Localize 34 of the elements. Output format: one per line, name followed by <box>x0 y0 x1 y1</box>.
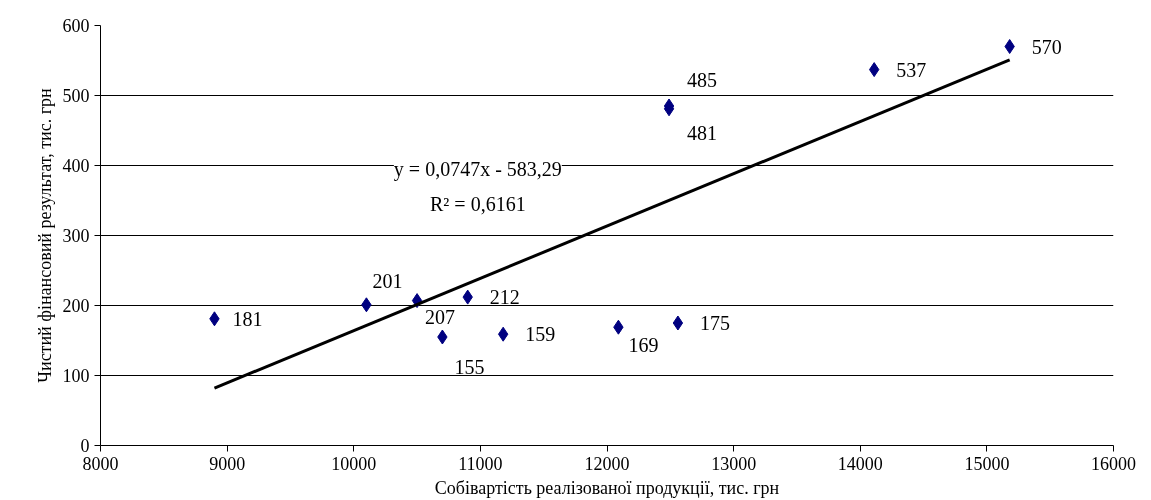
y-tick-label: 100 <box>62 366 90 386</box>
point <box>672 315 684 331</box>
data-label: 570 <box>1031 35 1062 58</box>
x-tick-label: 16000 <box>1091 453 1136 474</box>
data-label: 159 <box>525 323 556 346</box>
y-tick-label: 400 <box>62 156 90 176</box>
x-tick-label: 14000 <box>837 453 883 474</box>
x-tick-label: 12000 <box>584 453 630 474</box>
data-label: 155 <box>454 356 485 378</box>
data-label: 201 <box>372 269 403 292</box>
data-label: 207 <box>425 305 456 328</box>
annotation: R² = 0,6161 <box>430 193 526 215</box>
x-axis-title: Собівартість реалізованої продукції, тис. грн <box>434 477 780 498</box>
y-tick-label: 600 <box>62 16 90 36</box>
y-tick-label: 300 <box>62 226 90 246</box>
annotation: y = 0,0747x - 583,29 <box>393 158 562 181</box>
x-tick-label: 15000 <box>964 453 1010 474</box>
data-label: 485 <box>687 69 718 91</box>
x-tick-label: 11000 <box>458 453 503 474</box>
x-tick-label: 13000 <box>711 453 757 474</box>
y-tick-label: 200 <box>62 296 90 316</box>
data-label: 181 <box>232 307 263 330</box>
data-label: 175 <box>699 312 730 334</box>
data-label: 537 <box>896 58 927 81</box>
x-tick-label: 10000 <box>331 453 377 474</box>
x-tick-label: 8000 <box>82 453 119 474</box>
y-tick-label: 500 <box>62 86 90 106</box>
data-label: 169 <box>628 334 659 357</box>
x-tick-label: 9000 <box>209 453 246 474</box>
y-tick-label: 0 <box>80 436 90 456</box>
data-label: 212 <box>489 286 520 309</box>
data-label: 481 <box>687 121 718 144</box>
y-axis-title: Чистий фінансовий результат, тис. грн <box>34 87 55 383</box>
point <box>1004 39 1015 54</box>
